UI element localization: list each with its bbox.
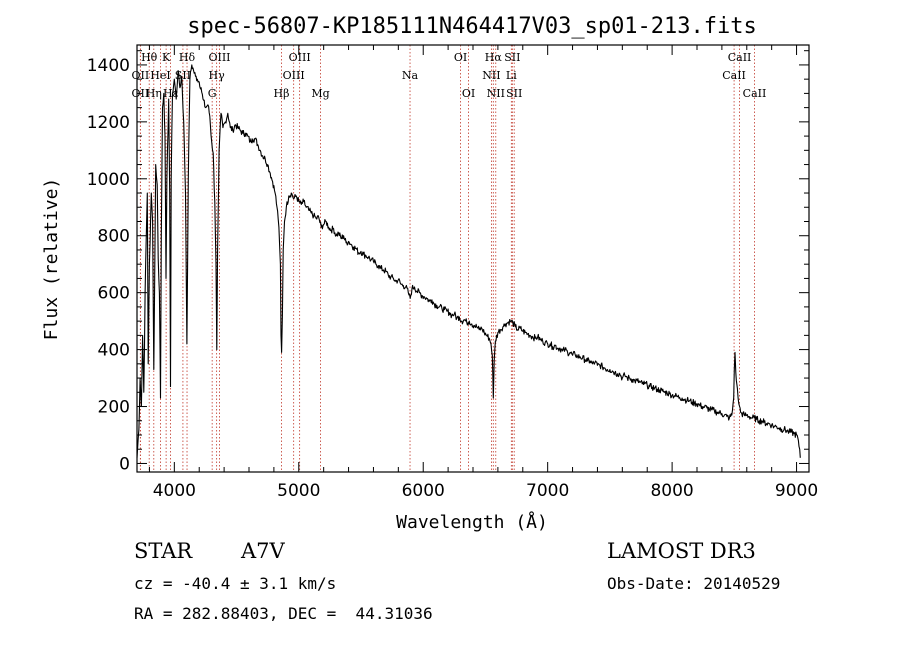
y-tick-label: 800	[98, 227, 130, 247]
spectral-line-label: Hθ	[141, 51, 158, 64]
spectral-line-label: CaII	[722, 69, 746, 82]
y-tick-label: 1000	[87, 170, 130, 190]
chart-title: spec-56807-KP185111N464417V03_sp01-213.f…	[187, 14, 757, 39]
spectral-line-label: SII	[504, 51, 520, 64]
coordinates-readout: RA = 282.88403, DEC = 44.31036	[134, 604, 433, 623]
y-axis-label: Flux (relative)	[41, 178, 62, 341]
spectral-line-label: Li	[506, 69, 517, 82]
spectral-line-label: Hγ	[209, 69, 226, 82]
y-axis: 0 200 400 600 800 1000 1200 1400	[87, 50, 809, 474]
spectral-line-label: G	[208, 87, 217, 100]
x-axis: 4000 5000 6000 7000 8000 9000	[148, 45, 818, 501]
spectral-line-label: NII	[487, 87, 505, 100]
spectral-line-label: OIII	[208, 51, 230, 64]
object-class: STAR	[134, 539, 193, 563]
y-tick-label: 600	[98, 284, 130, 304]
spectral-line-label: OIII	[283, 69, 305, 82]
flux-series-line	[136, 64, 801, 458]
y-tick-label: 200	[98, 398, 130, 418]
spectral-line-label: OI	[462, 87, 475, 100]
spectral-line-label: Hδ	[179, 51, 196, 64]
spectral-line-label: OII	[132, 69, 150, 82]
y-tick-label: 0	[119, 454, 130, 474]
spectral-line-label: SII	[506, 87, 522, 100]
x-tick-label: 8000	[650, 481, 693, 501]
x-tick-label: 7000	[526, 481, 569, 501]
spectral-line-label: Hα	[485, 51, 503, 64]
spectral-line-label: Na	[402, 69, 419, 82]
survey-name: LAMOST DR3	[607, 539, 756, 563]
object-subclass: A7V	[241, 539, 285, 563]
spectral-line-label: HeI	[150, 69, 170, 82]
spectral-line-label: OIII	[289, 51, 311, 64]
y-tick-label: 1200	[87, 113, 130, 133]
x-tick-label: 5000	[277, 481, 320, 501]
spectral-line-label: Hε	[163, 87, 179, 100]
observation-date: Obs-Date: 20140529	[607, 574, 781, 593]
x-tick-label: 4000	[153, 481, 196, 501]
y-tick-label: 1400	[87, 56, 130, 76]
spectral-line-label: K	[162, 51, 171, 64]
spectral-line-label: Hβ	[274, 87, 290, 100]
x-axis-label: Wavelength (Å)	[396, 511, 548, 533]
spectral-line-label: CaII	[743, 87, 767, 100]
y-tick-label: 400	[98, 341, 130, 361]
x-tick-label: 9000	[775, 481, 818, 501]
spectral-line-markers	[139, 45, 755, 472]
redshift-readout: cz = -40.4 ± 3.1 km/s	[134, 574, 337, 593]
spectral-line-label: NII	[482, 69, 500, 82]
spectral-line-label: Hη	[146, 87, 162, 100]
x-tick-label: 6000	[402, 481, 445, 501]
spectral-line-label: CaII	[728, 51, 752, 64]
spectral-line-label: OI	[454, 51, 467, 64]
spectral-line-label: Mg	[311, 87, 329, 100]
